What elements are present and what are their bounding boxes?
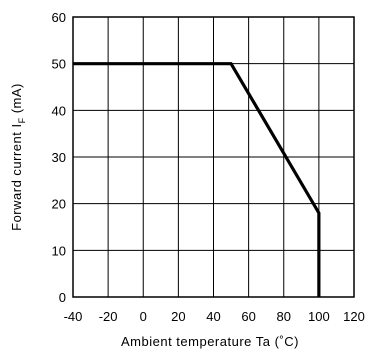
y-tick-label: 50: [52, 57, 66, 72]
series-group: [73, 62, 321, 297]
x-tick-label: 20: [171, 309, 185, 324]
y-axis-label: Forward current IF (mA): [9, 83, 27, 231]
y-tick-label: 10: [52, 243, 66, 258]
x-tick-label: -20: [99, 309, 118, 324]
y-tick-label: 30: [52, 150, 66, 165]
y-tick-label: 0: [59, 290, 66, 305]
x-tick-label: 80: [277, 309, 291, 324]
x-tick-label: 60: [241, 309, 255, 324]
x-tick-labels: -40 -20 0 20 40 60 80 100 120: [64, 309, 365, 324]
y-axis-label-unit: (mA): [9, 83, 24, 117]
x-tick-label: 120: [343, 309, 365, 324]
y-tick-labels: 0 10 20 30 40 50 60: [52, 10, 66, 305]
x-axis-label: Ambient temperature Ta (˚C): [121, 334, 299, 349]
y-tick-label: 20: [52, 197, 66, 212]
y-axis-label-main: Forward current I: [9, 123, 24, 230]
x-tick-label: -40: [64, 309, 83, 324]
grid: [73, 17, 354, 297]
x-tick-label: 40: [206, 309, 220, 324]
plot-frame: [72, 16, 355, 298]
series-line: [73, 62, 321, 297]
y-axis-label-subscript: F: [17, 117, 27, 123]
y-tick-label: 60: [52, 10, 66, 25]
x-tick-label: 0: [140, 309, 147, 324]
x-tick-label: 100: [308, 309, 330, 324]
y-tick-label: 40: [52, 103, 66, 118]
